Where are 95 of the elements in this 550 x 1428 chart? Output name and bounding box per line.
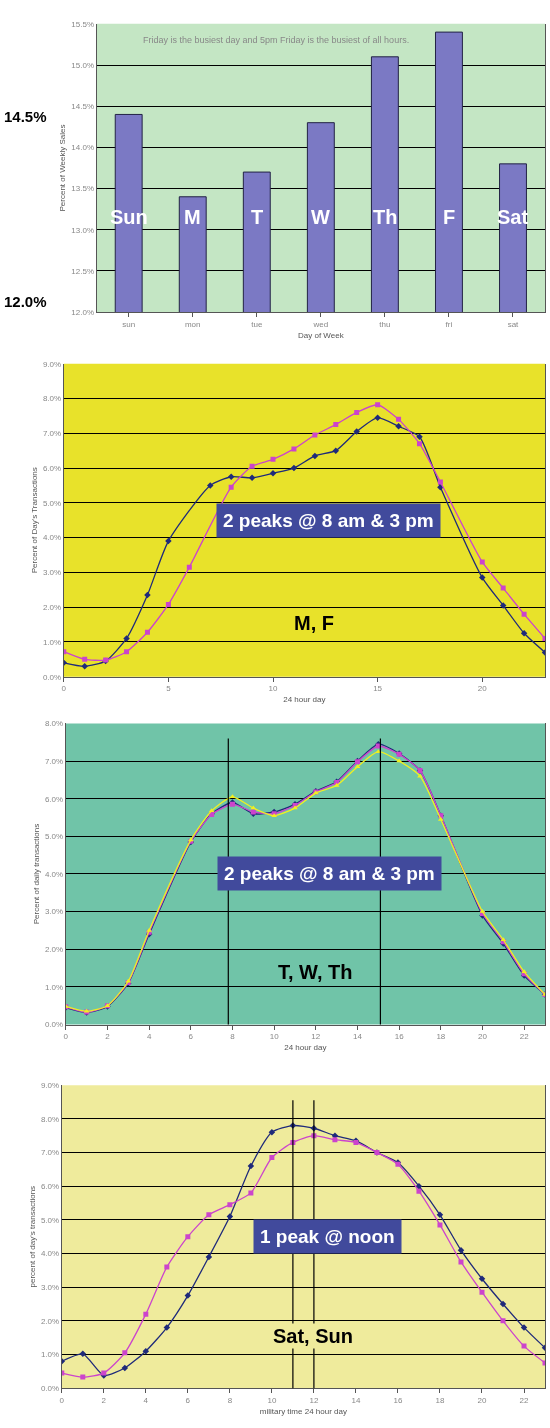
x-tick-label: fri	[445, 319, 453, 329]
y-tick-label: 15.5%	[71, 19, 95, 29]
x-tick-label: 0	[63, 1032, 69, 1042]
x-tick-label: 2	[101, 1395, 107, 1405]
y-axis-title: percent of day's transactions	[27, 1185, 37, 1288]
annotation: Sat, Sun	[273, 1325, 354, 1347]
x-tick-label: 8	[227, 1395, 233, 1405]
x-tick-label: 20	[478, 1032, 488, 1042]
x-tick-label: 4	[146, 1032, 152, 1042]
y-tick-label: 8.0%	[42, 394, 62, 404]
y-tick-label: 5.0%	[44, 832, 64, 842]
y-tick-label: 0.0%	[40, 1384, 60, 1394]
text: 14.5%	[4, 108, 47, 125]
annotation: W	[311, 206, 330, 228]
x-tick-label: wed	[312, 319, 329, 329]
x-tick-label: 22	[519, 1032, 530, 1042]
y-tick-label: 6.0%	[44, 794, 64, 804]
y-tick-label: 4.0%	[40, 1249, 60, 1259]
x-tick-label: 14	[351, 1395, 361, 1405]
x-axis-title: 24 hour day	[284, 1043, 327, 1053]
annotation: 2 peaks @ 8 am & 3 pm	[223, 510, 434, 531]
y-tick-label: 3.0%	[40, 1282, 60, 1292]
x-tick-label: 5	[166, 684, 172, 694]
annotation: T, W, Th	[278, 961, 353, 983]
y-tick-label: 7.0%	[40, 1148, 60, 1158]
y-tick-label: 0.0%	[42, 672, 62, 682]
y-tick-label: 3.0%	[42, 568, 62, 578]
y-tick-label: 8.0%	[44, 719, 64, 729]
y-tick-label: 2.0%	[42, 602, 62, 612]
y-tick-label: 4.0%	[44, 869, 64, 879]
y-tick-label: 7.0%	[44, 756, 64, 766]
x-tick-label: 6	[188, 1032, 194, 1042]
x-tick-label: 12	[309, 1395, 319, 1405]
text: 12.0%	[4, 293, 47, 310]
annotation: Th	[373, 206, 398, 228]
x-tick-label: 20	[477, 1395, 487, 1405]
x-tick-label: sat	[507, 319, 520, 329]
y-tick-label: 2.0%	[44, 945, 64, 955]
y-tick-label: 15.0%	[71, 60, 95, 70]
x-tick-label: 4	[143, 1395, 149, 1405]
annotation: 2 peaks @ 8 am & 3 pm	[224, 863, 435, 884]
x-tick-label: 0	[61, 684, 67, 694]
annotation: 1 peak @ noon	[260, 1226, 395, 1247]
x-tick-label: 10	[268, 684, 279, 694]
y-axis-title: Percent of Weekly Sales	[58, 124, 68, 212]
x-axis-title: Day of Week	[298, 330, 345, 340]
y-axis-title: Percent of Day's Transactions	[29, 467, 39, 574]
y-tick-label: 6.0%	[40, 1181, 60, 1191]
x-tick-label: 10	[269, 1032, 280, 1042]
y-tick-label: 2.0%	[40, 1316, 60, 1326]
x-tick-label: 10	[267, 1395, 277, 1405]
y-axis-title: Percent of daily transactions	[31, 823, 41, 925]
x-tick-label: thu	[379, 319, 391, 329]
y-tick-label: 12.5%	[71, 266, 95, 276]
x-axis-title: military time 24 hour day	[259, 1406, 347, 1416]
y-tick-label: 1.0%	[40, 1350, 60, 1360]
x-tick-label: 18	[436, 1032, 446, 1042]
x-tick-label: 0	[59, 1395, 65, 1405]
x-tick-label: 22	[519, 1395, 530, 1405]
y-tick-label: 8.0%	[40, 1114, 60, 1124]
y-tick-label: 7.0%	[42, 429, 62, 439]
y-tick-label: 14.0%	[71, 143, 95, 153]
x-tick-label: mon	[184, 319, 201, 329]
y-tick-label: 1.0%	[42, 637, 62, 647]
x-tick-label: 2	[105, 1032, 111, 1042]
annotation: Friday is the busiest day and 5pm Friday is the busiest of all hours.	[143, 35, 410, 45]
y-tick-label: 0.0%	[44, 1020, 64, 1030]
x-tick-label: tue	[251, 319, 263, 329]
x-tick-label: 16	[394, 1032, 405, 1042]
annotation: M, F	[294, 612, 334, 634]
y-tick-label: 9.0%	[42, 359, 62, 369]
x-tick-label: 6	[185, 1395, 191, 1405]
y-tick-label: 12.0%	[71, 307, 95, 317]
x-tick-label: 14	[353, 1032, 363, 1042]
x-tick-label: 16	[393, 1395, 403, 1405]
x-tick-label: 12	[311, 1032, 321, 1042]
annotation: M	[184, 206, 201, 228]
y-tick-label: 1.0%	[44, 982, 64, 992]
y-tick-label: 14.5%	[71, 102, 95, 111]
annotation: F	[443, 206, 456, 228]
x-axis-title: 24 hour day	[283, 695, 326, 705]
y-tick-label: 13.5%	[71, 184, 95, 194]
y-tick-label: 3.0%	[44, 907, 64, 917]
x-tick-label: 15	[373, 684, 383, 694]
y-tick-label: 5.0%	[40, 1215, 60, 1225]
y-tick-label: 6.0%	[42, 463, 62, 473]
y-tick-label: 13.0%	[71, 225, 95, 235]
x-tick-label: 8	[230, 1032, 236, 1042]
y-tick-label: 5.0%	[42, 498, 62, 508]
annotation: T	[251, 206, 264, 228]
y-tick-label: 9.0%	[40, 1080, 60, 1090]
x-tick-label: 18	[435, 1395, 445, 1405]
y-tick-label: 4.0%	[42, 533, 62, 543]
x-tick-label: sun	[122, 319, 136, 329]
x-tick-label: 20	[477, 684, 488, 694]
